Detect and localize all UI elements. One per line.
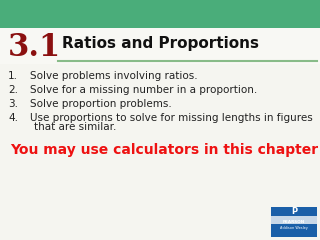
Text: Ratios and Proportions: Ratios and Proportions — [62, 36, 259, 51]
Bar — [271, 216, 317, 224]
Text: 2.: 2. — [8, 85, 18, 95]
Text: 4.: 4. — [8, 113, 18, 123]
Text: P: P — [291, 207, 297, 216]
Text: Addison Wesley: Addison Wesley — [280, 226, 308, 230]
Text: 3.1: 3.1 — [8, 32, 61, 63]
Text: PEARSON: PEARSON — [283, 220, 305, 224]
Text: 1.: 1. — [8, 71, 18, 81]
Text: Solve for a missing number in a proportion.: Solve for a missing number in a proporti… — [30, 85, 257, 95]
Text: Solve proportion problems.: Solve proportion problems. — [30, 99, 172, 108]
Text: Solve problems involving ratios.: Solve problems involving ratios. — [30, 71, 198, 81]
Text: 3.: 3. — [8, 99, 18, 108]
Bar — [271, 207, 317, 237]
Text: You may use calculators in this chapter!!: You may use calculators in this chapter!… — [10, 143, 320, 156]
Bar — [0, 0, 320, 28]
Bar — [0, 28, 320, 64]
Text: that are similar.: that are similar. — [34, 122, 116, 132]
Text: Use proportions to solve for missing lengths in figures: Use proportions to solve for missing len… — [30, 113, 313, 123]
